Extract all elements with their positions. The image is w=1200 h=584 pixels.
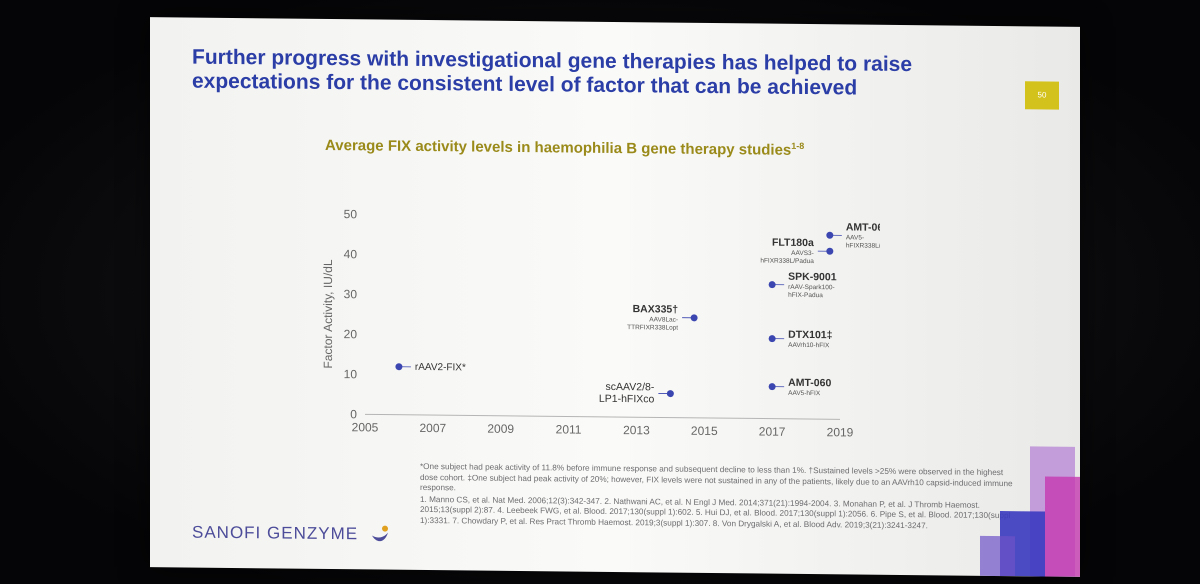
y-tick-label: 10	[344, 367, 358, 381]
point-label: LP1-hFIXco	[599, 393, 655, 406]
x-tick-label: 2019	[827, 425, 854, 439]
y-axis-label: Factor Activity, IU/dL	[321, 259, 335, 369]
data-point	[826, 247, 834, 255]
sanofi-genzyme-logo: SANOFI GENZYME	[192, 522, 359, 544]
chart-title: Average FIX activity levels in haemophil…	[325, 136, 804, 159]
data-point	[690, 314, 698, 322]
point-detail-label: hFIXR338L/Padua	[760, 258, 814, 266]
presentation-slide: Further progress with investigational ge…	[150, 17, 1080, 577]
x-tick-label: 2011	[556, 422, 582, 436]
y-tick-label: 20	[344, 327, 358, 341]
y-tick-label: 30	[344, 287, 358, 301]
point-label: rAAV2-FIX*	[415, 362, 466, 374]
x-tick-label: 2009	[487, 422, 514, 436]
y-tick-label: 0	[350, 407, 357, 421]
point-detail-label: AAVS3-	[791, 250, 814, 257]
point-detail-label: AAV5-hFIX	[788, 390, 821, 397]
x-tick-label: 2005	[352, 420, 379, 434]
point-detail-label: rAAV-Spark100-	[788, 284, 834, 291]
slide-headline: Further progress with investigational ge…	[192, 46, 972, 102]
data-point	[666, 390, 674, 398]
data-point	[768, 335, 776, 343]
point-label: SPK-9001	[788, 271, 837, 284]
point-label: DTX101‡	[788, 329, 833, 341]
data-point	[395, 363, 403, 371]
x-tick-label: 2015	[691, 424, 718, 438]
decorative-bars	[980, 446, 1080, 577]
chart-title-text: Average FIX activity levels in haemophil…	[325, 136, 792, 159]
x-tick-label: 2013	[623, 423, 650, 437]
point-label: BAX335†	[633, 303, 679, 315]
page-number-badge: 50	[1025, 81, 1059, 110]
point-label: AMT-060	[788, 377, 831, 389]
point-label: scAAV2/8-	[606, 381, 655, 394]
point-label: AMT-061	[846, 221, 880, 233]
point-detail-label: hFIX-Padua	[788, 292, 823, 299]
footnote-references: 1. Manno CS, et al. Nat Med. 2006;12(3):…	[420, 494, 1011, 530]
footnotes: *One subject had peak activity of 11.8% …	[420, 462, 1020, 533]
point-detail-label: TTRFIXR338Lopt	[627, 324, 678, 332]
y-tick-label: 50	[344, 207, 358, 221]
sanofi-bird-icon	[372, 525, 388, 542]
data-point	[768, 281, 776, 289]
chart-axes: 2005 2007 2009 2011 2013 2015 2017 2019 0 10 20 30 4…	[321, 207, 854, 439]
x-axis-line	[365, 413, 840, 420]
x-tick-label: 2017	[759, 425, 786, 439]
y-tick-label: 40	[344, 247, 358, 261]
data-point	[768, 383, 776, 391]
point-detail-label: AAV5-	[846, 234, 864, 241]
point-detail-label: AAVrh10-hFIX	[788, 342, 830, 349]
data-point	[826, 231, 834, 239]
x-tick-label: 2007	[420, 421, 447, 435]
footnote-symbols: *One subject had peak activity of 11.8% …	[420, 461, 1013, 493]
chart-title-refs: 1-8	[791, 140, 805, 151]
point-detail-label: hFIXR338L/Padua	[846, 242, 880, 250]
chart-marks: rAAV2-FIX* scAAV2/8-LP1-hFIXco BAX335†AAV8…	[395, 221, 880, 406]
point-label: FLT180a	[772, 237, 814, 249]
point-detail-label: AAV8Lac-	[649, 316, 678, 323]
scatter-chart: 2005 2007 2009 2011 2013 2015 2017 2019 0 10 20 30 4…	[321, 207, 880, 439]
